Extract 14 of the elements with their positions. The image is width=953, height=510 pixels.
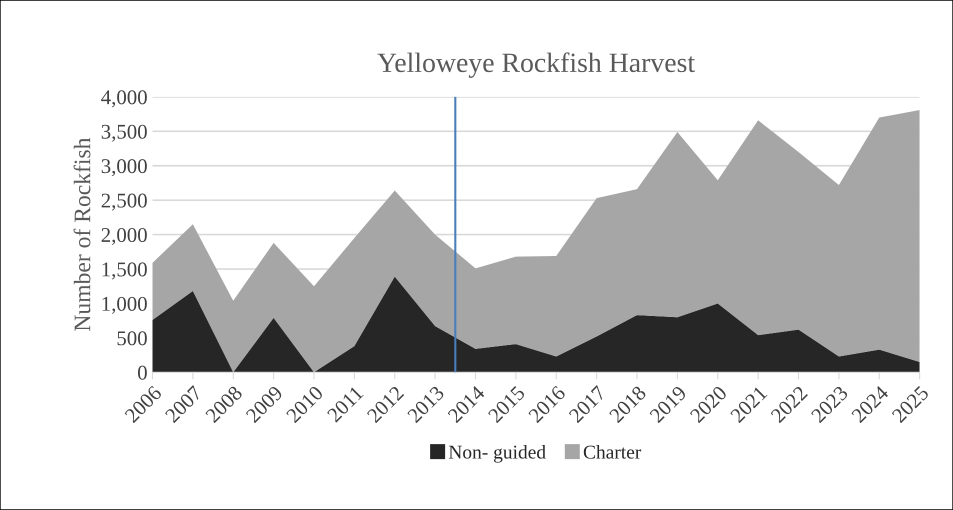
y-tick-label: 4,000 [101, 90, 147, 108]
chart-title: Yelloweye Rockfish Harvest [377, 52, 695, 78]
x-tick-label: 2011 [326, 385, 364, 423]
y-tick-label: 1,500 [102, 262, 147, 280]
y-tick-label: 2,000 [102, 228, 147, 246]
y-tick-label: 2,500 [102, 194, 147, 211]
y-tick-label: 500 [118, 331, 147, 346]
y-tick-label: 3,500 [102, 124, 147, 142]
y-tick-label: 0 [138, 366, 147, 380]
legend-label: Non- guided [448, 445, 546, 463]
legend-label: Charter [584, 445, 642, 459]
y-tick-label: 1,000 [102, 296, 147, 314]
y-tick-label: 3,000 [102, 159, 147, 176]
y-axis-title: Number of Rockfish [74, 138, 90, 331]
